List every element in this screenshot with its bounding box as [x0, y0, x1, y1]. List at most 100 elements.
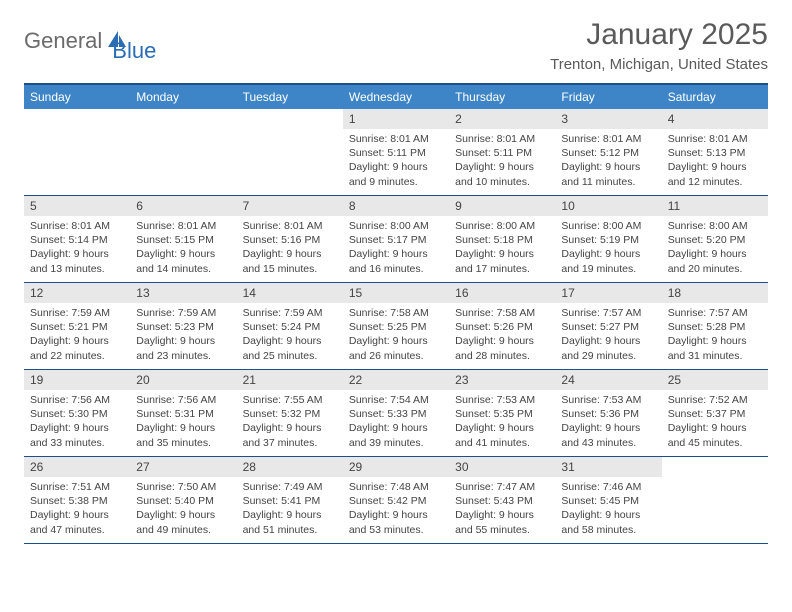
- header: General Blue January 2025 Trenton, Michi…: [24, 18, 768, 73]
- sunrise: Sunrise: 7:54 AM: [349, 393, 443, 407]
- day-body: Sunrise: 7:48 AMSunset: 5:42 PMDaylight:…: [343, 477, 449, 541]
- day-cell: 10Sunrise: 8:00 AMSunset: 5:19 PMDayligh…: [555, 196, 661, 282]
- sunrise: Sunrise: 7:59 AM: [136, 306, 230, 320]
- sunset: Sunset: 5:33 PM: [349, 407, 443, 421]
- sunset: Sunset: 5:43 PM: [455, 494, 549, 508]
- day-number: 3: [555, 109, 661, 129]
- day-cell: 21Sunrise: 7:55 AMSunset: 5:32 PMDayligh…: [237, 370, 343, 456]
- daylight: Daylight: 9 hours and 31 minutes.: [668, 334, 762, 362]
- sunrise: Sunrise: 7:46 AM: [561, 480, 655, 494]
- day-body: [237, 115, 343, 122]
- day-body: Sunrise: 8:01 AMSunset: 5:16 PMDaylight:…: [237, 216, 343, 280]
- logo-text-1: General: [24, 28, 102, 54]
- daylight: Daylight: 9 hours and 51 minutes.: [243, 508, 337, 536]
- daylight: Daylight: 9 hours and 9 minutes.: [349, 160, 443, 188]
- daylight: Daylight: 9 hours and 12 minutes.: [668, 160, 762, 188]
- day-cell: 29Sunrise: 7:48 AMSunset: 5:42 PMDayligh…: [343, 457, 449, 543]
- sunrise: Sunrise: 7:53 AM: [561, 393, 655, 407]
- daylight: Daylight: 9 hours and 58 minutes.: [561, 508, 655, 536]
- daylight: Daylight: 9 hours and 13 minutes.: [30, 247, 124, 275]
- day-body: Sunrise: 8:01 AMSunset: 5:15 PMDaylight:…: [130, 216, 236, 280]
- daylight: Daylight: 9 hours and 35 minutes.: [136, 421, 230, 449]
- day-cell: 7Sunrise: 8:01 AMSunset: 5:16 PMDaylight…: [237, 196, 343, 282]
- sunrise: Sunrise: 7:50 AM: [136, 480, 230, 494]
- daylight: Daylight: 9 hours and 23 minutes.: [136, 334, 230, 362]
- sunrise: Sunrise: 7:52 AM: [668, 393, 762, 407]
- day-cell: 28Sunrise: 7:49 AMSunset: 5:41 PMDayligh…: [237, 457, 343, 543]
- sunset: Sunset: 5:18 PM: [455, 233, 549, 247]
- day-cell: 12Sunrise: 7:59 AMSunset: 5:21 PMDayligh…: [24, 283, 130, 369]
- sunset: Sunset: 5:25 PM: [349, 320, 443, 334]
- day-number: 25: [662, 370, 768, 390]
- sunset: Sunset: 5:24 PM: [243, 320, 337, 334]
- day-number: 21: [237, 370, 343, 390]
- daylight: Daylight: 9 hours and 45 minutes.: [668, 421, 762, 449]
- day-cell: [237, 109, 343, 195]
- sunset: Sunset: 5:36 PM: [561, 407, 655, 421]
- day-body: Sunrise: 8:01 AMSunset: 5:13 PMDaylight:…: [662, 129, 768, 193]
- daylight: Daylight: 9 hours and 20 minutes.: [668, 247, 762, 275]
- day-number: 11: [662, 196, 768, 216]
- sunset: Sunset: 5:16 PM: [243, 233, 337, 247]
- week-row: 19Sunrise: 7:56 AMSunset: 5:30 PMDayligh…: [24, 370, 768, 457]
- sunset: Sunset: 5:13 PM: [668, 146, 762, 160]
- location: Trenton, Michigan, United States: [550, 56, 768, 73]
- sunset: Sunset: 5:17 PM: [349, 233, 443, 247]
- day-header: Wednesday: [343, 85, 449, 109]
- day-body: Sunrise: 7:46 AMSunset: 5:45 PMDaylight:…: [555, 477, 661, 541]
- sunset: Sunset: 5:19 PM: [561, 233, 655, 247]
- sunrise: Sunrise: 7:59 AM: [243, 306, 337, 320]
- sunrise: Sunrise: 8:01 AM: [668, 132, 762, 146]
- sunrise: Sunrise: 8:01 AM: [30, 219, 124, 233]
- day-number: 15: [343, 283, 449, 303]
- sunrise: Sunrise: 7:58 AM: [455, 306, 549, 320]
- day-number: 31: [555, 457, 661, 477]
- day-body: Sunrise: 7:58 AMSunset: 5:25 PMDaylight:…: [343, 303, 449, 367]
- sunset: Sunset: 5:11 PM: [455, 146, 549, 160]
- day-number: 1: [343, 109, 449, 129]
- week-row: 1Sunrise: 8:01 AMSunset: 5:11 PMDaylight…: [24, 109, 768, 196]
- day-body: Sunrise: 8:00 AMSunset: 5:17 PMDaylight:…: [343, 216, 449, 280]
- weeks-container: 1Sunrise: 8:01 AMSunset: 5:11 PMDaylight…: [24, 109, 768, 544]
- daylight: Daylight: 9 hours and 11 minutes.: [561, 160, 655, 188]
- daylight: Daylight: 9 hours and 33 minutes.: [30, 421, 124, 449]
- day-body: Sunrise: 7:59 AMSunset: 5:23 PMDaylight:…: [130, 303, 236, 367]
- day-number: 8: [343, 196, 449, 216]
- day-body: Sunrise: 7:59 AMSunset: 5:21 PMDaylight:…: [24, 303, 130, 367]
- daylight: Daylight: 9 hours and 16 minutes.: [349, 247, 443, 275]
- day-header-row: Sunday Monday Tuesday Wednesday Thursday…: [24, 85, 768, 109]
- day-number: 16: [449, 283, 555, 303]
- sunrise: Sunrise: 7:56 AM: [136, 393, 230, 407]
- day-number: 24: [555, 370, 661, 390]
- daylight: Daylight: 9 hours and 17 minutes.: [455, 247, 549, 275]
- day-number: 12: [24, 283, 130, 303]
- sunset: Sunset: 5:21 PM: [30, 320, 124, 334]
- day-body: Sunrise: 7:49 AMSunset: 5:41 PMDaylight:…: [237, 477, 343, 541]
- day-cell: 8Sunrise: 8:00 AMSunset: 5:17 PMDaylight…: [343, 196, 449, 282]
- day-cell: 18Sunrise: 7:57 AMSunset: 5:28 PMDayligh…: [662, 283, 768, 369]
- sunset: Sunset: 5:38 PM: [30, 494, 124, 508]
- day-body: Sunrise: 7:50 AMSunset: 5:40 PMDaylight:…: [130, 477, 236, 541]
- day-body: Sunrise: 7:52 AMSunset: 5:37 PMDaylight:…: [662, 390, 768, 454]
- sunrise: Sunrise: 8:01 AM: [455, 132, 549, 146]
- day-number: 4: [662, 109, 768, 129]
- sunset: Sunset: 5:35 PM: [455, 407, 549, 421]
- logo-text-2: Blue: [112, 38, 156, 64]
- day-cell: 16Sunrise: 7:58 AMSunset: 5:26 PMDayligh…: [449, 283, 555, 369]
- sunset: Sunset: 5:14 PM: [30, 233, 124, 247]
- day-number: 30: [449, 457, 555, 477]
- sunrise: Sunrise: 8:01 AM: [561, 132, 655, 146]
- daylight: Daylight: 9 hours and 29 minutes.: [561, 334, 655, 362]
- day-body: Sunrise: 7:56 AMSunset: 5:30 PMDaylight:…: [24, 390, 130, 454]
- daylight: Daylight: 9 hours and 55 minutes.: [455, 508, 549, 536]
- daylight: Daylight: 9 hours and 43 minutes.: [561, 421, 655, 449]
- day-body: [24, 115, 130, 122]
- sunrise: Sunrise: 8:01 AM: [349, 132, 443, 146]
- sunrise: Sunrise: 7:57 AM: [561, 306, 655, 320]
- day-number: 26: [24, 457, 130, 477]
- day-body: Sunrise: 7:55 AMSunset: 5:32 PMDaylight:…: [237, 390, 343, 454]
- day-body: Sunrise: 7:56 AMSunset: 5:31 PMDaylight:…: [130, 390, 236, 454]
- title-block: January 2025 Trenton, Michigan, United S…: [550, 18, 768, 73]
- day-cell: 30Sunrise: 7:47 AMSunset: 5:43 PMDayligh…: [449, 457, 555, 543]
- day-cell: 9Sunrise: 8:00 AMSunset: 5:18 PMDaylight…: [449, 196, 555, 282]
